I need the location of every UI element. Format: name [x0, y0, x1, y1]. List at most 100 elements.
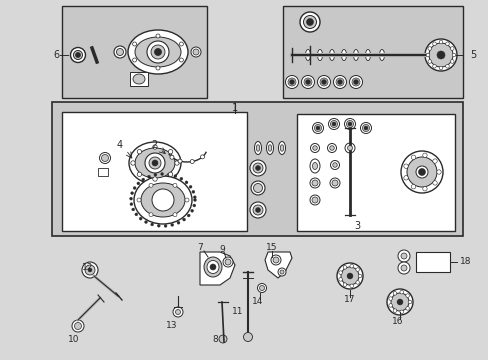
Circle shape — [173, 213, 177, 217]
Circle shape — [432, 159, 436, 163]
Circle shape — [400, 265, 406, 271]
Circle shape — [156, 66, 160, 70]
Circle shape — [147, 175, 150, 178]
Text: 17: 17 — [344, 296, 355, 305]
Circle shape — [184, 198, 189, 202]
Circle shape — [445, 42, 448, 46]
Circle shape — [144, 221, 147, 224]
Circle shape — [422, 153, 427, 157]
Ellipse shape — [311, 197, 317, 203]
Text: 10: 10 — [68, 336, 80, 345]
Ellipse shape — [191, 47, 201, 57]
Circle shape — [173, 307, 183, 317]
Circle shape — [343, 283, 346, 287]
Ellipse shape — [154, 49, 161, 55]
Circle shape — [133, 186, 136, 189]
Ellipse shape — [345, 143, 354, 153]
Text: 6: 6 — [53, 50, 59, 60]
Ellipse shape — [252, 163, 263, 173]
Ellipse shape — [149, 157, 161, 169]
Circle shape — [137, 149, 142, 154]
Circle shape — [338, 271, 342, 274]
Circle shape — [438, 66, 442, 70]
Ellipse shape — [415, 166, 427, 178]
Circle shape — [85, 265, 95, 275]
Circle shape — [449, 60, 453, 63]
Circle shape — [410, 185, 415, 189]
Circle shape — [349, 264, 353, 268]
Ellipse shape — [253, 184, 262, 193]
Circle shape — [397, 262, 409, 274]
Circle shape — [388, 303, 391, 307]
Ellipse shape — [250, 181, 264, 195]
Circle shape — [149, 213, 153, 217]
Circle shape — [315, 126, 319, 130]
Ellipse shape — [266, 141, 273, 154]
Ellipse shape — [278, 141, 285, 154]
Ellipse shape — [133, 74, 145, 84]
Circle shape — [321, 80, 326, 85]
Circle shape — [337, 80, 342, 85]
Ellipse shape — [255, 207, 260, 212]
Ellipse shape — [351, 78, 359, 86]
Text: 12: 12 — [82, 264, 94, 273]
Ellipse shape — [319, 78, 327, 86]
Circle shape — [407, 300, 411, 304]
Circle shape — [397, 250, 409, 262]
Text: 4: 4 — [117, 140, 123, 150]
Ellipse shape — [309, 178, 319, 188]
Ellipse shape — [396, 299, 402, 305]
Circle shape — [432, 64, 435, 68]
Ellipse shape — [418, 168, 425, 176]
Circle shape — [190, 159, 194, 163]
Text: 16: 16 — [391, 318, 403, 327]
Circle shape — [399, 291, 403, 294]
Text: 11: 11 — [232, 307, 243, 316]
Ellipse shape — [328, 118, 339, 130]
Ellipse shape — [329, 146, 334, 150]
Ellipse shape — [329, 178, 339, 188]
Ellipse shape — [135, 148, 175, 178]
Ellipse shape — [390, 293, 408, 311]
Ellipse shape — [145, 153, 164, 173]
Circle shape — [168, 172, 172, 176]
Ellipse shape — [249, 160, 265, 176]
Circle shape — [75, 53, 81, 58]
Ellipse shape — [301, 76, 314, 89]
Circle shape — [170, 155, 174, 159]
Ellipse shape — [362, 125, 369, 131]
Circle shape — [177, 221, 180, 224]
Ellipse shape — [257, 284, 266, 292]
Text: 13: 13 — [166, 321, 177, 330]
Circle shape — [355, 281, 359, 284]
Ellipse shape — [268, 145, 271, 151]
Ellipse shape — [280, 270, 284, 274]
Ellipse shape — [346, 273, 352, 279]
Ellipse shape — [312, 162, 317, 170]
Circle shape — [193, 196, 196, 199]
Ellipse shape — [129, 142, 181, 184]
Ellipse shape — [330, 161, 339, 170]
Ellipse shape — [255, 166, 260, 171]
Ellipse shape — [332, 163, 337, 167]
Circle shape — [436, 170, 440, 174]
Circle shape — [432, 181, 436, 185]
Ellipse shape — [314, 125, 321, 131]
Ellipse shape — [116, 49, 123, 55]
Circle shape — [353, 80, 358, 85]
Bar — [62, 6, 206, 98]
Circle shape — [190, 209, 193, 212]
Ellipse shape — [341, 49, 346, 60]
Circle shape — [399, 310, 403, 314]
Circle shape — [175, 310, 180, 315]
Circle shape — [343, 266, 346, 269]
Ellipse shape — [336, 263, 362, 289]
Circle shape — [191, 190, 195, 193]
Circle shape — [154, 173, 157, 176]
Ellipse shape — [114, 46, 126, 58]
Circle shape — [174, 175, 177, 177]
Ellipse shape — [252, 205, 263, 215]
Circle shape — [130, 203, 133, 206]
Circle shape — [200, 155, 204, 159]
Circle shape — [400, 253, 406, 259]
